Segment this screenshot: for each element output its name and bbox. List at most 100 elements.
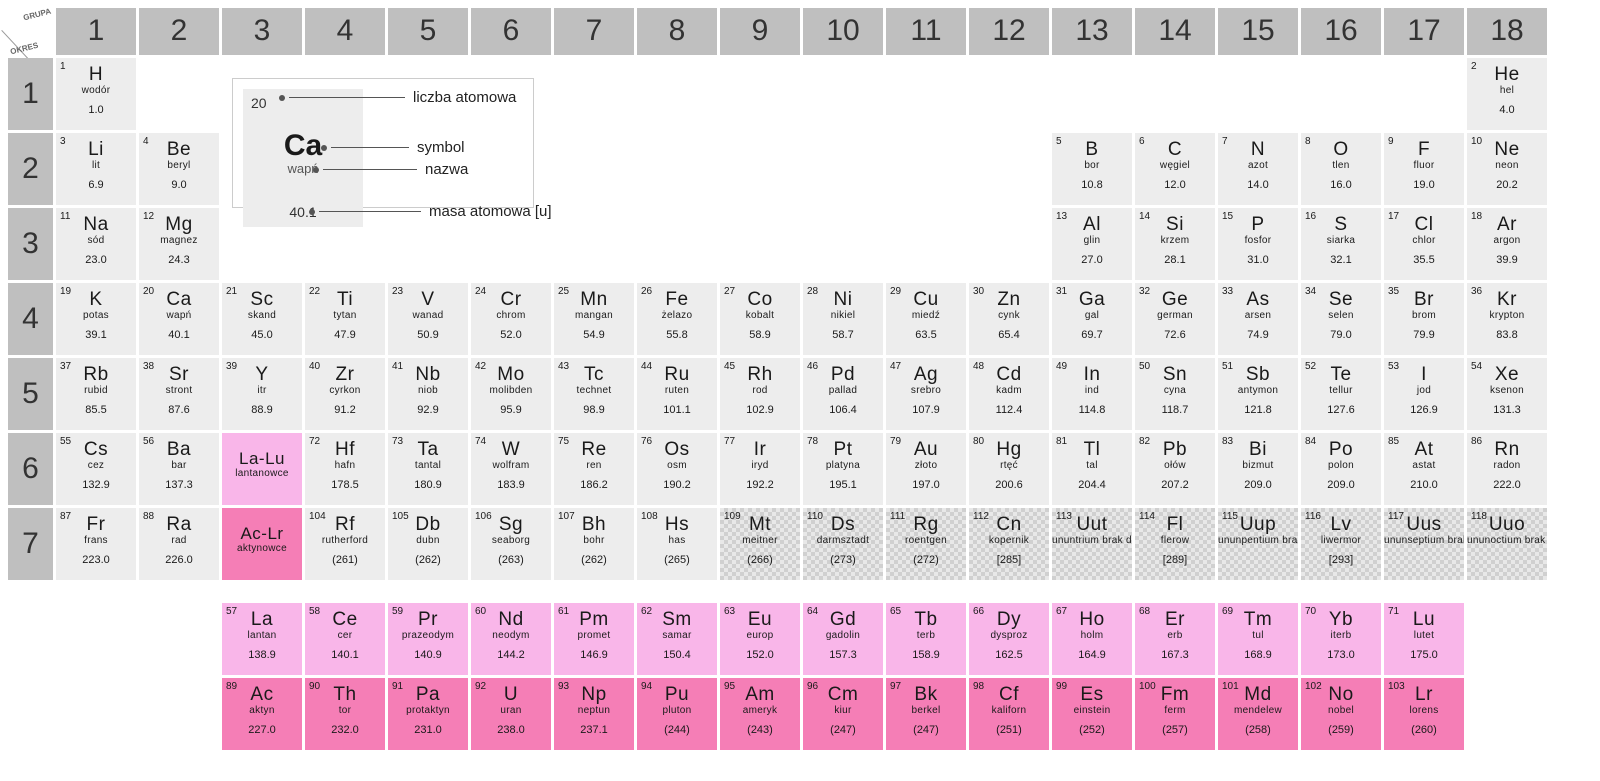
atomic-number: 42 [475,361,486,372]
element-name: berkel [886,705,966,716]
element-cell: 61Pmpromet146.9 [554,603,634,675]
atomic-number: 91 [392,681,403,692]
legend-line [319,211,421,212]
atomic-number: 113 [1056,511,1072,522]
element-cell: 6Cwęgiel12.0 [1135,133,1215,205]
element-cell: 26Feżelazo55.8 [637,283,717,355]
element-cell: 63Eueurop152.0 [720,603,800,675]
atomic-number: 4 [143,136,149,147]
legend-dot-icon [279,95,285,101]
legend-label: liczba atomowa [413,89,516,106]
element-name: neodym [471,630,551,641]
element-cell: 31Gagal69.7 [1052,283,1132,355]
element-cell: 43Tctechnet98.9 [554,358,634,430]
atomic-mass: (251) [969,724,1049,736]
atomic-number: 104 [309,511,326,522]
atomic-number: 9 [1388,136,1394,147]
atomic-number: 70 [1305,606,1316,617]
atomic-mass: 74.9 [1218,329,1298,341]
atomic-number: 39 [226,361,237,372]
atomic-number: 17 [1388,211,1399,222]
element-name: pluton [637,705,717,716]
atomic-number: 90 [309,681,320,692]
element-cell: 105Dbdubn(262) [388,508,468,580]
atomic-number: 118 [1471,511,1487,522]
atomic-number: 23 [392,286,403,297]
legend-symbol: Ca [243,129,363,163]
atomic-number: 59 [392,606,403,617]
atomic-number: 7 [1222,136,1228,147]
element-name: węgiel [1135,160,1215,171]
atomic-number: 13 [1056,211,1067,222]
element-cell: 17Clchlor35.5 [1384,208,1464,280]
element-name: cyna [1135,385,1215,396]
atomic-number: 96 [807,681,818,692]
element-cell: 49Inind114.8 [1052,358,1132,430]
element-name: roentgen [886,535,966,546]
element-cell: 103Lrlorens(260) [1384,678,1464,750]
element-name: niob [388,385,468,396]
group-header: 12 [969,8,1049,55]
atomic-mass: 222.0 [1467,479,1547,491]
element-cell: 114Flflerow[289] [1135,508,1215,580]
atomic-mass: 14.0 [1218,179,1298,191]
element-name: tor [305,705,385,716]
periodic-table: GRUPAOKRES123456789101112131415161718123… [8,8,1592,763]
element-cell: 20Cawapń40.1 [139,283,219,355]
element-name: tal [1052,460,1132,471]
legend: 20Cawapń40.1liczba atomowasymbolnazwamas… [232,78,534,208]
group-header: 2 [139,8,219,55]
atomic-number: 3 [60,136,66,147]
element-cell: 13Alglin27.0 [1052,208,1132,280]
atomic-number: 89 [226,681,237,692]
element-cell: 90Thtor232.0 [305,678,385,750]
atomic-mass: (273) [803,554,883,566]
element-cell: 54Xeksenon131.3 [1467,358,1547,430]
atomic-mass: (243) [720,724,800,736]
element-cell: 113Uutununtrium brak danych [1052,508,1132,580]
element-symbol: O [1301,139,1381,161]
atomic-number: 87 [60,511,71,522]
atomic-number: 30 [973,286,984,297]
element-cell: 115Uupununpentium brak danych [1218,508,1298,580]
element-name: złoto [886,460,966,471]
atomic-number: 80 [973,436,984,447]
atomic-mass: 83.8 [1467,329,1547,341]
atomic-number: 29 [890,286,901,297]
element-name: uran [471,705,551,716]
element-name: kobalt [720,310,800,321]
legend-line [331,147,409,148]
element-cell: 28Ninikiel58.7 [803,283,883,355]
atomic-mass: 192.2 [720,479,800,491]
atomic-number: 85 [1388,436,1399,447]
element-cell: 2Hehel4.0 [1467,58,1547,130]
element-cell: 91Paprotaktyn231.0 [388,678,468,750]
atomic-mass: (244) [637,724,717,736]
element-name: rubid [56,385,136,396]
atomic-number: 102 [1305,681,1322,692]
element-cell: 10Neneon20.2 [1467,133,1547,205]
series-placeholder: La-Lulantanowce [222,433,302,505]
atomic-number: 110 [807,511,823,522]
atomic-number: 58 [309,606,320,617]
element-name: kopernik [969,535,1049,546]
legend-line [323,169,417,170]
element-cell: 37Rbrubid85.5 [56,358,136,430]
atomic-mass: 39.9 [1467,254,1547,266]
element-name: tellur [1301,385,1381,396]
element-cell: 118Uuoununoctium brak danych [1467,508,1547,580]
element-cell: 108Hshas(265) [637,508,717,580]
legend-sample-cell: 20Cawapń40.1 [243,89,363,227]
atomic-mass: 98.9 [554,404,634,416]
atomic-mass: 45.0 [222,329,302,341]
atomic-number: 36 [1471,286,1482,297]
element-name: kaliforn [969,705,1049,716]
atomic-number: 86 [1471,436,1482,447]
element-name: meitner [720,535,800,546]
atomic-number: 18 [1471,211,1482,222]
atomic-number: 95 [724,681,735,692]
atomic-number: 55 [60,436,71,447]
atomic-number: 27 [724,286,735,297]
atomic-mass: (262) [388,554,468,566]
corner-group-label: GRUPA [22,7,52,23]
